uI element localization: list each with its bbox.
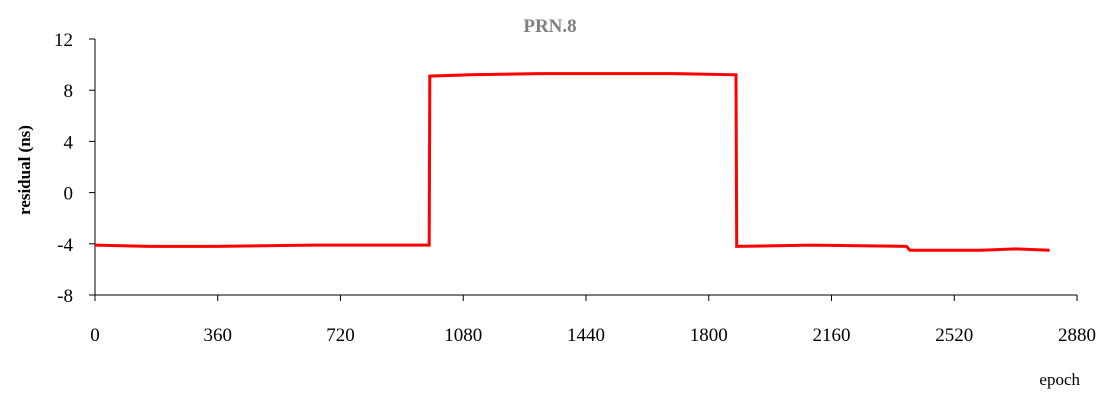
chart-title: PRN.8 <box>523 16 576 37</box>
y-tick-label: 4 <box>64 132 74 153</box>
y-tick-label: -8 <box>57 286 73 307</box>
y-axis-label: residual (ns) <box>15 125 34 215</box>
series-line <box>94 72 1050 252</box>
x-tick-label: 720 <box>326 325 355 346</box>
x-tick-label: 1080 <box>444 325 482 346</box>
x-tick-label: 2520 <box>935 325 973 346</box>
axes <box>94 39 1077 296</box>
x-tick-label: 360 <box>204 325 233 346</box>
y-tick-label: 12 <box>54 30 73 51</box>
ticks: 12 8 4 0 -4 -8 0 360 720 1080 1440 1800 2160 2520 2880 <box>54 30 1096 346</box>
y-tick-label: -4 <box>57 235 73 256</box>
x-tick-label: 2160 <box>813 325 851 346</box>
series-layer <box>94 72 1050 252</box>
x-tick-label: 0 <box>90 325 100 346</box>
x-axis-label: epoch <box>1039 370 1080 389</box>
x-tick-label: 1440 <box>567 325 605 346</box>
x-tick-label: 1800 <box>690 325 728 346</box>
y-tick-label: 8 <box>64 81 74 102</box>
y-tick-label: 0 <box>64 184 74 205</box>
x-tick-label: 2880 <box>1058 325 1096 346</box>
